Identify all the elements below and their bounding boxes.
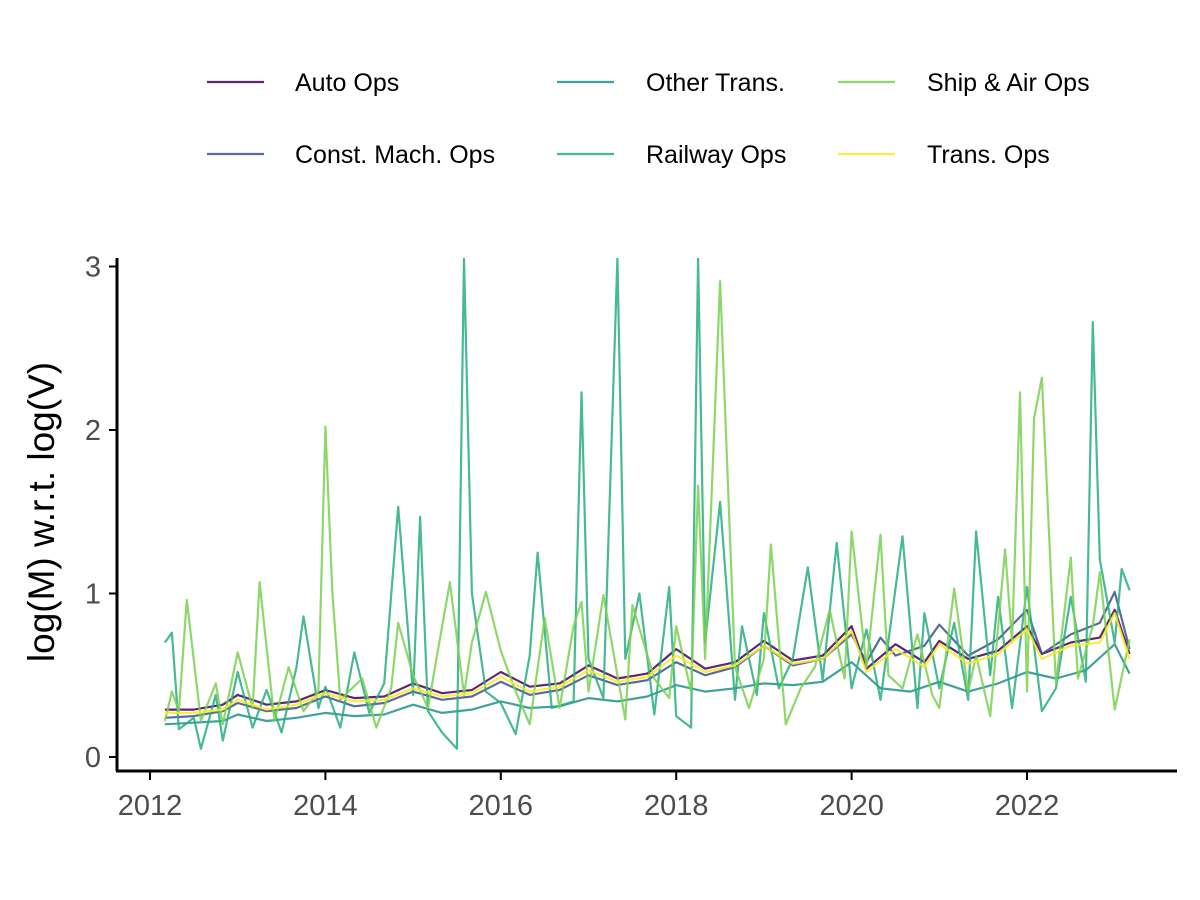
y-tick-label: 1 — [85, 579, 101, 611]
x-tick-label: 2014 — [293, 790, 358, 822]
x-tick-label: 2012 — [118, 790, 183, 822]
legend-item-const-mach-ops: Const. Mach. Ops — [207, 141, 495, 169]
x-tick-label: 2020 — [819, 790, 884, 822]
y-axis-title: log(M) w.r.t. log(V) — [21, 362, 62, 662]
legend-label: Const. Mach. Ops — [295, 141, 495, 169]
y-ticks: 0 1 2 3 — [85, 252, 117, 774]
legend-item-ship-air-ops: Ship & Air Ops — [838, 69, 1090, 97]
plot-area: 0 1 2 3 2012 2014 2016 2018 2020 2022 — [85, 252, 1177, 822]
y-tick-label: 2 — [85, 415, 101, 447]
legend-label: Trans. Ops — [927, 141, 1050, 169]
legend: Auto Ops Const. Mach. Ops Other Trans. Rail… — [207, 69, 1090, 169]
legend-label: Railway Ops — [646, 141, 786, 169]
series-line-ship-air-ops — [163, 280, 1131, 729]
legend-item-trans-ops: Trans. Ops — [838, 141, 1050, 169]
legend-item-railway-ops: Railway Ops — [557, 141, 786, 169]
series-line-other-trans — [164, 643, 1131, 726]
x-ticks: 2012 2014 2016 2018 2020 2022 — [118, 772, 1060, 822]
series-layer — [163, 258, 1131, 750]
x-tick-label: 2018 — [644, 790, 709, 822]
legend-item-auto-ops: Auto Ops — [207, 69, 399, 97]
y-tick-label: 3 — [85, 252, 101, 284]
y-tick-label: 0 — [85, 742, 101, 774]
series-line-railway-ops — [164, 258, 1131, 750]
legend-label: Auto Ops — [295, 69, 399, 97]
legend-item-other-trans: Other Trans. — [557, 69, 785, 97]
series-line-trans-ops — [164, 612, 1131, 714]
x-tick-label: 2016 — [469, 790, 534, 822]
legend-label: Ship & Air Ops — [927, 69, 1090, 97]
legend-label: Other Trans. — [646, 69, 785, 97]
x-tick-label: 2022 — [995, 790, 1060, 822]
